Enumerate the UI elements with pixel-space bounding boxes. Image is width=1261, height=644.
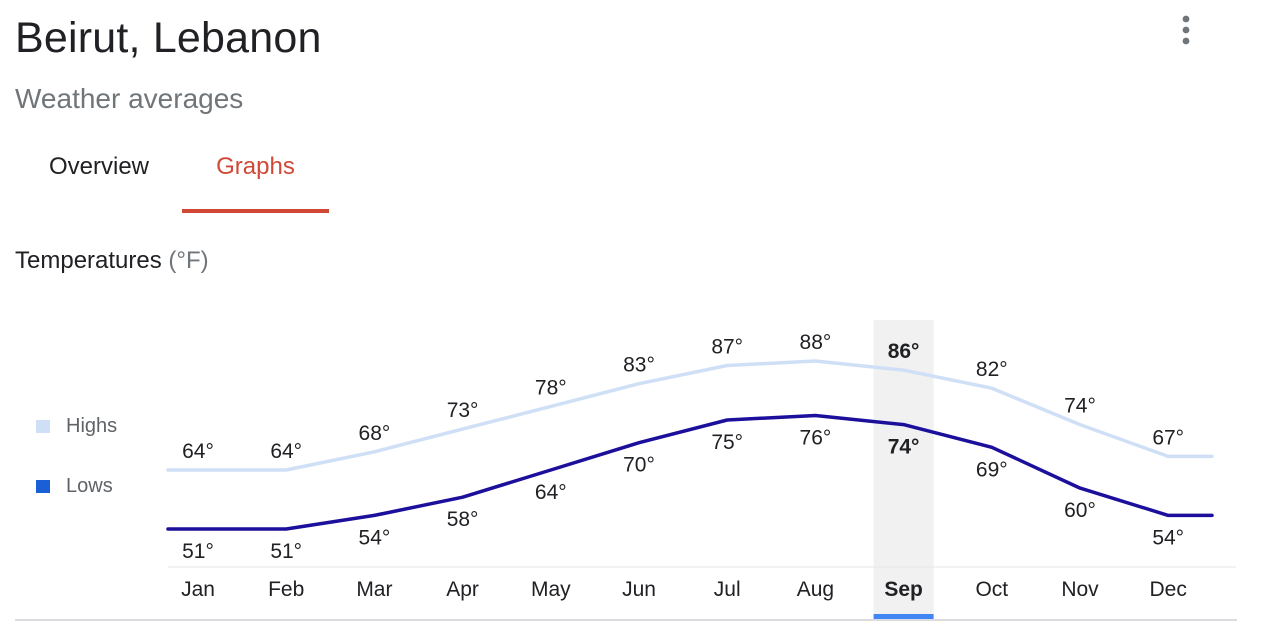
high-label-sep: 86° [888,340,920,363]
month-label-jul[interactable]: Jul [714,578,741,601]
low-label-dec: 54° [1152,526,1184,549]
low-label-apr: 58° [447,508,479,531]
tab-graphs[interactable]: Graphs [216,153,295,180]
low-label-sep: 74° [888,436,920,459]
high-label-mar: 68° [359,422,391,445]
bottom-divider [15,619,1237,621]
page-subtitle: Weather averages [15,83,244,114]
month-label-apr[interactable]: Apr [446,578,479,601]
selected-month-indicator [873,614,934,619]
active-tab-indicator [182,209,329,213]
tab-overview[interactable]: Overview [48,153,150,180]
high-label-apr: 73° [447,399,479,422]
month-label-nov[interactable]: Nov [1061,578,1099,601]
high-label-nov: 74° [1064,395,1096,418]
legend-swatch-lows [36,480,50,493]
high-label-may: 78° [535,376,567,399]
legend-label-lows: Lows [66,475,113,497]
low-label-jul: 75° [711,431,743,454]
low-label-oct: 69° [976,458,1008,481]
month-label-aug[interactable]: Aug [797,578,834,601]
month-label-dec[interactable]: Dec [1150,578,1187,601]
high-label-dec: 67° [1152,426,1184,449]
month-label-jun[interactable]: Jun [622,578,656,601]
high-label-aug: 88° [800,331,832,354]
low-label-aug: 76° [800,426,832,449]
high-label-jun: 83° [623,354,655,377]
low-label-feb: 51° [270,540,302,563]
low-label-nov: 60° [1064,499,1096,522]
month-label-jan[interactable]: Jan [181,578,215,601]
month-label-may[interactable]: May [531,578,571,601]
section-title-text: Temperatures [15,247,162,274]
high-label-feb: 64° [270,440,302,463]
selected-month-highlight [873,320,934,619]
month-label-feb[interactable]: Feb [268,578,304,601]
unit-label: (°F) [168,247,209,274]
more-vert-icon [1182,15,1190,45]
lows-line [166,413,1214,531]
high-label-jul: 87° [711,336,743,359]
low-label-mar: 54° [359,526,391,549]
high-label-oct: 82° [976,358,1008,381]
location-title: Beirut, Lebanon [15,14,322,62]
low-label-jun: 70° [623,454,655,477]
more-options-button[interactable] [1168,10,1204,52]
month-label-sep[interactable]: Sep [884,578,923,601]
high-label-jan: 64° [182,440,214,463]
month-label-mar[interactable]: Mar [356,578,392,601]
month-label-oct[interactable]: Oct [975,578,1008,601]
highs-line [166,359,1214,472]
low-label-jan: 51° [182,540,214,563]
section-title: Temperatures (°F) [15,246,209,276]
legend-swatch-highs [36,420,50,433]
low-label-may: 64° [535,481,567,504]
legend-label-highs: Highs [66,415,118,437]
